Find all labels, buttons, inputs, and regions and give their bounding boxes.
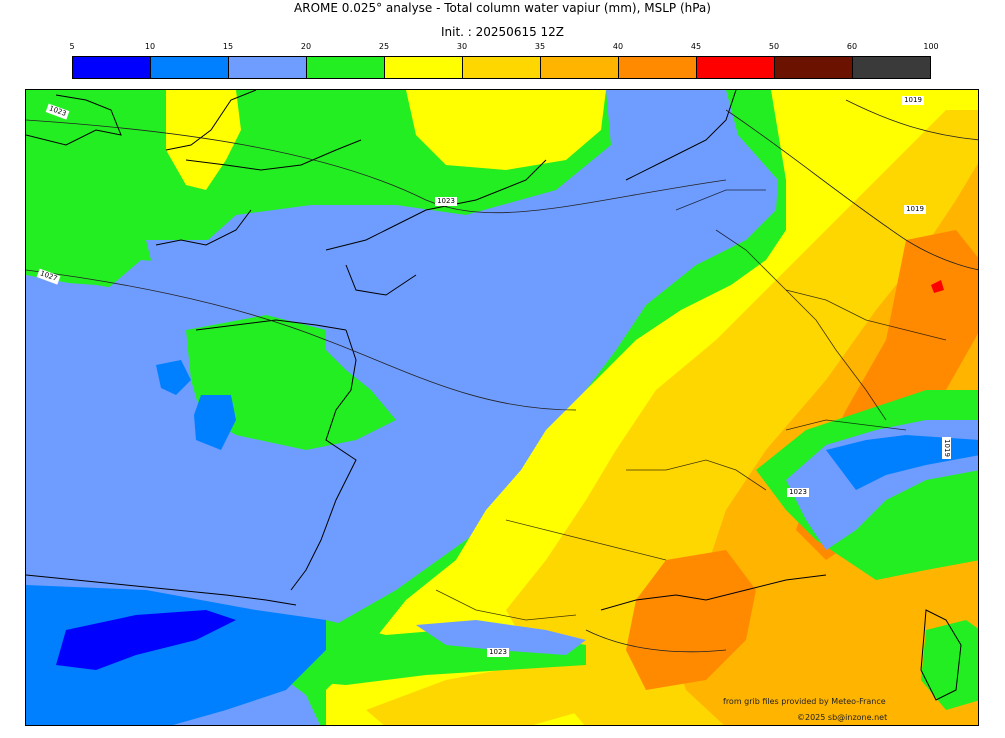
data-source-credit: from grib files provided by Meteo-France bbox=[723, 697, 886, 706]
field-alps-deep bbox=[826, 435, 978, 490]
isobar-label: 1023 bbox=[489, 648, 507, 656]
field-spain-15-20 bbox=[26, 550, 326, 620]
isobar-label-bg bbox=[904, 205, 926, 214]
colorbar-segment bbox=[73, 57, 150, 78]
field-bay-10-15 bbox=[156, 360, 191, 395]
colorbar-tick: 50 bbox=[768, 42, 780, 51]
isobar-label-bg bbox=[45, 103, 70, 120]
field-15-20-sea bbox=[26, 185, 736, 680]
field-bay-10-15-b bbox=[194, 395, 236, 450]
water-vapour-map: 1023 1027 1023 1019 1019 1023 1023 1019 bbox=[26, 90, 978, 725]
colorbar-tick: 5 bbox=[69, 42, 75, 51]
isobar-label: 1019 bbox=[943, 439, 951, 457]
colorbar-tick: 20 bbox=[300, 42, 312, 51]
colorbar-segment bbox=[852, 57, 930, 78]
isobar-label-bg bbox=[942, 437, 951, 459]
isobar-labels: 1023 1027 1023 1019 1019 1023 1023 1019 bbox=[36, 96, 951, 657]
colorbar-tick: 25 bbox=[378, 42, 390, 51]
colorbar-tick: 35 bbox=[534, 42, 546, 51]
colorbar-segment bbox=[150, 57, 228, 78]
field-30-35-south bbox=[366, 650, 626, 725]
field-spain-5-10 bbox=[56, 610, 236, 670]
colorbar-tick: 60 bbox=[846, 42, 858, 51]
colorbar-tick: 100 bbox=[923, 42, 939, 51]
init-time: Init. : 20250615 12Z bbox=[440, 25, 565, 39]
colorbar-tick: 30 bbox=[456, 42, 468, 51]
colorbar-segment bbox=[618, 57, 696, 78]
isobar-label-bg bbox=[435, 197, 457, 206]
chart-title: AROME 0.025° analyse - Total column wate… bbox=[294, 1, 711, 15]
isobar-label-bg bbox=[787, 488, 809, 497]
field-45-50 bbox=[931, 280, 944, 293]
colorbar-segment bbox=[696, 57, 774, 78]
coastlines bbox=[26, 90, 962, 701]
field-pyrenees-blue bbox=[416, 620, 586, 655]
borders bbox=[435, 189, 947, 621]
copyright-credit: ©2025 sb@inzone.net bbox=[797, 713, 888, 722]
isobar-label-bg bbox=[36, 268, 61, 285]
colorbar-tick: 10 bbox=[144, 42, 156, 51]
isobar-label: 1023 bbox=[789, 488, 807, 496]
isobar-label: 1023 bbox=[437, 197, 455, 205]
field-15-20-inland bbox=[326, 320, 431, 420]
isobar-label-bg bbox=[487, 648, 509, 657]
isobars bbox=[26, 99, 978, 653]
colorbar-segment bbox=[384, 57, 462, 78]
map-panel: 1023 1027 1023 1019 1019 1023 1023 1019 bbox=[25, 89, 979, 726]
field-25-30-north bbox=[406, 90, 606, 170]
colorbar-segment bbox=[462, 57, 540, 78]
colorbar-segment bbox=[306, 57, 384, 78]
colorbar-segment bbox=[228, 57, 306, 78]
colorbar-tick: 15 bbox=[222, 42, 234, 51]
isobar-label: 1019 bbox=[906, 205, 924, 213]
field-40-45-south bbox=[626, 550, 756, 690]
colorbar bbox=[72, 56, 931, 79]
colorbar-tick: 40 bbox=[612, 42, 624, 51]
isobar-label: 1019 bbox=[904, 96, 922, 104]
field-corsica-green bbox=[921, 620, 978, 710]
colorbar-segment bbox=[540, 57, 618, 78]
colorbar-segment bbox=[774, 57, 852, 78]
colorbar-tick: 45 bbox=[690, 42, 702, 51]
isobar-label-bg bbox=[902, 96, 924, 105]
